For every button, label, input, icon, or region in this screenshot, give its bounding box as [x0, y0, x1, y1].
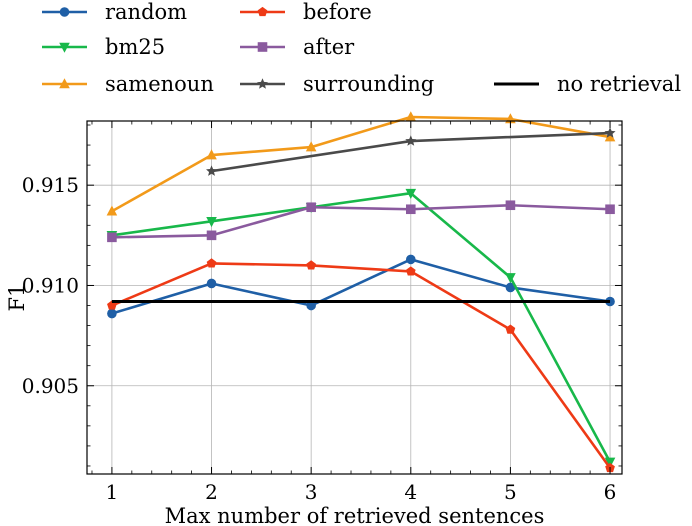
data-point-samenoun — [106, 205, 118, 216]
axis-ticks: 1 2 3 4 5 6 0.905 0.910 0.915 — [22, 121, 622, 504]
legend-marker-surrounding — [256, 78, 269, 89]
legend-marker-random — [59, 7, 70, 17]
data-point-bm25 — [505, 273, 516, 284]
data-point-surrounding — [405, 135, 417, 146]
data-point-after — [306, 202, 316, 213]
legend-marker-samenoun — [59, 78, 70, 89]
legend-marker-after — [257, 42, 268, 52]
data-point-after — [505, 200, 516, 211]
legend-label-after: after — [303, 35, 355, 59]
series-random — [107, 254, 615, 319]
series-before — [107, 258, 615, 473]
data-point-after — [405, 204, 416, 215]
x-tick-label: 3 — [305, 480, 318, 504]
data-point-samenoun — [305, 141, 317, 152]
series-layer — [106, 111, 616, 473]
y-tick-label: 0.915 — [22, 173, 79, 197]
series-line-bm25 — [111, 191, 612, 463]
x-tick-label: 5 — [504, 480, 517, 504]
legend-item-random: random — [42, 0, 187, 24]
data-point-samenoun — [405, 111, 417, 122]
legend: random bm25 samenoun before after surrounding… — [42, 0, 681, 96]
data-point-random — [306, 300, 316, 311]
legend-label-no-retrieval: no retrieval — [557, 72, 681, 96]
series-surrounding — [206, 127, 616, 176]
data-point-after — [206, 230, 217, 241]
data-point-before — [505, 324, 516, 334]
data-point-random — [505, 282, 516, 293]
legend-item-bm25: bm25 — [42, 35, 165, 59]
data-point-after — [107, 232, 117, 243]
legend-item-surrounding: surrounding — [240, 72, 434, 96]
legend-item-after: after — [240, 35, 355, 59]
y-tick-label: 0.905 — [22, 374, 79, 398]
plot-frame — [86, 120, 623, 475]
data-point-surrounding — [604, 127, 616, 138]
series-line-after — [111, 203, 611, 239]
data-point-surrounding — [206, 165, 218, 176]
series-line-samenoun — [111, 115, 611, 213]
legend-item-before: before — [240, 0, 372, 24]
data-point-bm25 — [405, 188, 417, 200]
legend-label-before: before — [303, 0, 372, 24]
x-tick-label: 2 — [205, 480, 218, 504]
legend-label-random: random — [105, 0, 187, 24]
legend-marker-bm25 — [59, 42, 70, 53]
legend-label-bm25: bm25 — [105, 35, 165, 59]
y-axis-label: F1 — [5, 284, 29, 312]
data-point-bm25 — [604, 457, 616, 468]
legend-item-no-retrieval: no retrieval — [494, 72, 681, 96]
data-point-after — [605, 204, 615, 215]
legend-label-samenoun: samenoun — [105, 72, 214, 96]
data-point-before — [206, 258, 217, 268]
y-tick-label: 0.910 — [22, 273, 79, 297]
x-tick-label: 1 — [106, 480, 119, 504]
series-line-random — [111, 258, 611, 315]
series-line-before — [111, 262, 612, 469]
data-point-bm25 — [206, 216, 217, 228]
data-point-samenoun — [604, 131, 616, 142]
legend-item-samenoun: samenoun — [42, 72, 214, 96]
x-axis-label: Max number of retrieved sentences — [165, 504, 545, 526]
data-point-samenoun — [206, 149, 217, 160]
data-point-before — [306, 260, 317, 270]
legend-marker-before — [257, 6, 268, 17]
x-tick-label: 4 — [404, 480, 417, 504]
legend-label-surrounding: surrounding — [303, 72, 434, 96]
series-after — [107, 200, 615, 243]
series-bm25 — [106, 188, 616, 468]
data-point-random — [405, 254, 416, 265]
data-point-before — [405, 266, 416, 276]
x-tick-label: 6 — [604, 480, 617, 504]
data-point-random — [206, 278, 217, 289]
data-point-random — [107, 308, 117, 319]
